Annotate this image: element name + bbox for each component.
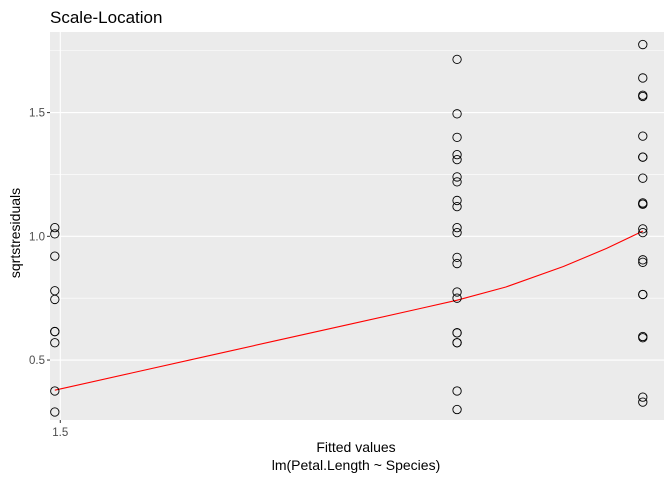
- data-point: [452, 201, 462, 212]
- data-point: [452, 293, 462, 303]
- data-point: [638, 152, 648, 162]
- data-point: [452, 328, 462, 338]
- data-points: [50, 39, 648, 417]
- data-point: [50, 326, 60, 337]
- chart-title: Scale-Location: [50, 8, 162, 27]
- data-point: [452, 150, 462, 160]
- data-point: [50, 251, 60, 261]
- data-point: [50, 407, 60, 417]
- data-point: [452, 195, 462, 206]
- data-point: [452, 287, 462, 297]
- data-point: [50, 286, 60, 296]
- smoothed-trend-line: [54, 230, 644, 391]
- data-point: [452, 338, 462, 348]
- data-point: [452, 54, 462, 65]
- y-tick-label: 1.5: [29, 108, 45, 120]
- data-point: [638, 257, 648, 267]
- plot-panel: [50, 32, 664, 420]
- data-point: [638, 39, 648, 50]
- data-point: [638, 331, 648, 342]
- data-point: [638, 397, 648, 407]
- data-point: [452, 227, 462, 238]
- data-point: [638, 289, 648, 300]
- data-point: [638, 224, 648, 234]
- data-point: [638, 392, 648, 402]
- y-axis: 0.5 1.0 1.5: [29, 108, 50, 367]
- data-point: [638, 173, 648, 183]
- data-point: [452, 177, 462, 187]
- data-point: [638, 227, 648, 238]
- data-point: [452, 252, 462, 263]
- data-point: [452, 258, 462, 269]
- data-point: [638, 199, 648, 209]
- data-point: [452, 404, 462, 415]
- trend-line-layer: [54, 230, 644, 391]
- data-point: [638, 73, 648, 83]
- data-point: [452, 109, 462, 119]
- y-tick-label: 0.5: [29, 355, 45, 367]
- data-point: [50, 223, 60, 233]
- x-tick-label: 1.5: [52, 427, 68, 439]
- data-point: [638, 131, 648, 141]
- data-point: [452, 386, 462, 396]
- gridlines: [50, 32, 664, 420]
- data-point: [452, 172, 462, 182]
- data-point: [50, 338, 60, 348]
- y-tick-label: 1.0: [29, 231, 45, 243]
- y-axis-title: sqrtstresiduals: [7, 188, 23, 278]
- x-axis-title: Fitted values: [316, 439, 395, 455]
- data-point: [452, 154, 462, 165]
- data-point: [638, 255, 648, 265]
- data-point: [638, 90, 648, 100]
- data-point: [452, 132, 462, 142]
- data-point: [50, 229, 60, 239]
- x-axis: 1.5: [52, 420, 68, 439]
- data-point: [452, 223, 462, 233]
- data-point: [50, 386, 60, 396]
- x-axis-subtitle: lm(Petal.Length ~ Species): [272, 457, 440, 473]
